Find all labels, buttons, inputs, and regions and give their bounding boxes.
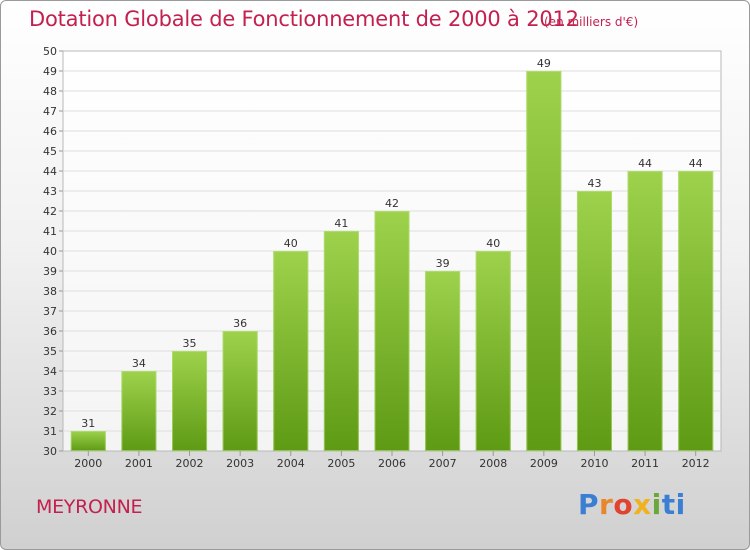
bar (425, 271, 461, 451)
y-tick-label: 32 (43, 405, 57, 418)
bar-highlight (273, 251, 309, 451)
bar (323, 231, 359, 451)
data-label: 40 (284, 237, 298, 250)
bar-highlight (172, 351, 208, 451)
chart-title: Dotation Globale de Fonctionnement de 20… (29, 7, 579, 31)
bar-highlight (576, 191, 612, 451)
bar (627, 171, 663, 451)
bar-highlight (70, 431, 106, 451)
y-tick-label: 46 (43, 125, 57, 138)
bar-highlight (475, 251, 511, 451)
y-tick-label: 36 (43, 325, 57, 338)
data-label: 42 (385, 197, 399, 210)
y-tick-label: 40 (43, 245, 57, 258)
bar (678, 171, 714, 451)
bar-highlight (678, 171, 714, 451)
data-label: 36 (233, 317, 247, 330)
data-label: 31 (81, 417, 95, 430)
data-label: 43 (587, 177, 601, 190)
data-label: 44 (638, 157, 652, 170)
x-axis: 2000 2001 2002 2003 2004 2005 2006 2007 2008 2009… (74, 451, 710, 470)
bar-highlight (526, 71, 562, 451)
y-tick-label: 31 (43, 425, 57, 438)
data-label: 44 (689, 157, 703, 170)
y-tick-label: 41 (43, 225, 57, 238)
x-tick-label: 2011 (631, 457, 659, 470)
x-tick-label: 2010 (580, 457, 608, 470)
y-tick-label: 45 (43, 145, 57, 158)
x-tick-label: 2009 (530, 457, 558, 470)
chart-unit: (en milliers d'€) (544, 15, 639, 29)
data-label: 39 (436, 257, 450, 270)
bar (475, 251, 511, 451)
bar-highlight (222, 331, 258, 451)
y-tick-label: 44 (43, 165, 57, 178)
x-tick-label: 2006 (378, 457, 406, 470)
y-tick-label: 47 (43, 105, 57, 118)
x-tick-label: 2012 (682, 457, 710, 470)
bar (121, 371, 157, 451)
x-tick-label: 2008 (479, 457, 507, 470)
bar-highlight (627, 171, 663, 451)
x-tick-label: 2005 (327, 457, 355, 470)
bar (576, 191, 612, 451)
x-tick-label: 2003 (226, 457, 254, 470)
y-tick-label: 42 (43, 205, 57, 218)
y-tick-label: 37 (43, 305, 57, 318)
y-tick-label: 39 (43, 265, 57, 278)
x-tick-label: 2001 (125, 457, 153, 470)
data-label: 40 (486, 237, 500, 250)
y-tick-label: 48 (43, 85, 57, 98)
bar-highlight (374, 211, 410, 451)
y-tick-label: 50 (43, 45, 57, 58)
y-tick-label: 38 (43, 285, 57, 298)
x-tick-label: 2004 (277, 457, 305, 470)
bar-highlight (425, 271, 461, 451)
bars: 31 34 35 36 40 41 42 39 40 49 43 44 44 (70, 57, 714, 451)
y-tick-label: 30 (43, 445, 57, 458)
bar (374, 211, 410, 451)
data-label: 34 (132, 357, 146, 370)
x-tick-label: 2000 (74, 457, 102, 470)
data-label: 49 (537, 57, 551, 70)
bar (70, 431, 106, 451)
data-label: 41 (334, 217, 348, 230)
bar (222, 331, 258, 451)
bar-highlight (121, 371, 157, 451)
y-tick-label: 34 (43, 365, 57, 378)
y-tick-label: 43 (43, 185, 57, 198)
bar (526, 71, 562, 451)
y-tick-label: 35 (43, 345, 57, 358)
y-axis: 30 31 32 33 34 35 36 37 38 39 40 41 42 43 44 45 46 47 48 49… (43, 45, 63, 458)
x-tick-label: 2007 (429, 457, 457, 470)
bar (172, 351, 208, 451)
bar (273, 251, 309, 451)
bar-highlight (323, 231, 359, 451)
y-tick-label: 33 (43, 385, 57, 398)
commune-name: MEYRONNE (36, 496, 143, 518)
y-tick-label: 49 (43, 65, 57, 78)
data-label: 35 (183, 337, 197, 350)
x-tick-label: 2002 (176, 457, 204, 470)
proxiti-logo[interactable]: Proxiti (578, 488, 686, 521)
